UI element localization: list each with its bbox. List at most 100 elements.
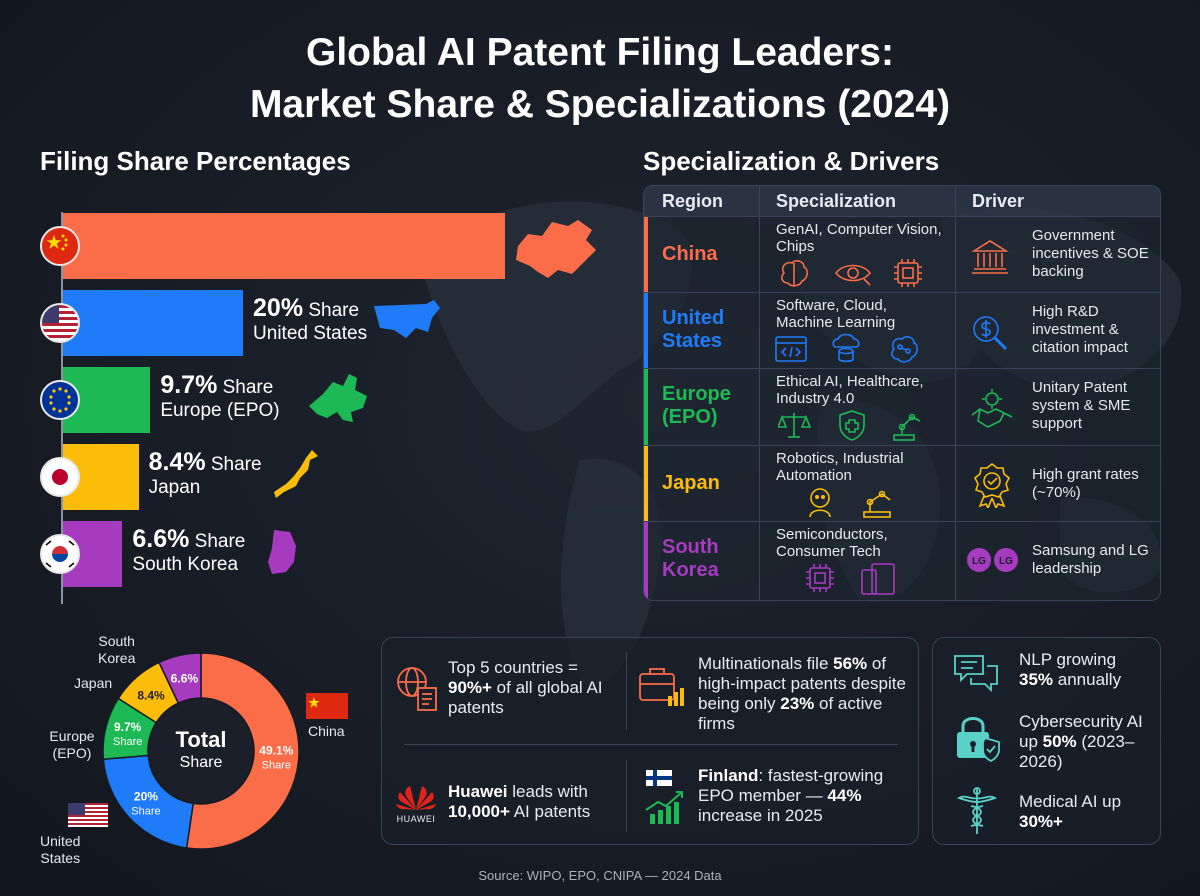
spec-text: Software, Cloud, Machine Learning bbox=[776, 297, 896, 331]
header-specialization: Specialization bbox=[776, 191, 897, 211]
table-header-row bbox=[644, 186, 1160, 216]
devices-icon bbox=[861, 563, 895, 595]
briefcase-chart-icon bbox=[639, 668, 684, 706]
svg-text:LG: LG bbox=[972, 556, 986, 567]
row-color-bar bbox=[644, 217, 648, 293]
spec-icons bbox=[806, 563, 895, 595]
donut-outside-label: United States bbox=[40, 833, 81, 866]
trend-medical: Medical AI up 30%+ bbox=[1019, 792, 1122, 831]
huawei-logo-icon bbox=[396, 786, 436, 810]
facts-panel: Top 5 countries = 90%+ of all global AI … bbox=[381, 637, 919, 845]
finland-growth-icon bbox=[645, 770, 683, 824]
usa-small-flag-icon bbox=[68, 803, 108, 827]
government-building-icon bbox=[971, 240, 1009, 274]
donut-slice-label: 49.1% bbox=[259, 744, 293, 758]
lock-shield-icon bbox=[957, 717, 1000, 762]
fact-multinationals: Multinationals file 56% of high-impact p… bbox=[698, 654, 906, 733]
row-color-bar bbox=[644, 369, 648, 446]
spec-icons bbox=[775, 333, 918, 363]
neural-brain-icon bbox=[891, 336, 918, 363]
title-line-2: Market Share & Specializations (2024) bbox=[249, 83, 951, 126]
panel-divider bbox=[626, 760, 627, 832]
code-window-icon bbox=[775, 336, 807, 362]
bar-percent: 8.4% bbox=[148, 448, 206, 476]
japan-flag-icon bbox=[40, 457, 80, 497]
eu-flag-icon bbox=[40, 380, 80, 420]
south-korea-map-icon bbox=[268, 530, 296, 574]
china-map-icon bbox=[516, 220, 596, 278]
donut-slice-label: 20% bbox=[134, 790, 158, 804]
donut-slice-sublabel: Share bbox=[131, 806, 160, 818]
region-europe: Europe (EPO) bbox=[662, 383, 731, 428]
donut-slice-label: 6.6% bbox=[171, 671, 199, 685]
robot-arm-icon bbox=[893, 413, 921, 441]
table-row: Europe (EPO) Ethical AI, Healthcare, Ind… bbox=[644, 368, 1160, 446]
bar-value-label: 9.7% Share Europe (EPO) bbox=[160, 373, 280, 422]
cloud-database-icon bbox=[832, 333, 860, 363]
donut-slice bbox=[185, 652, 300, 850]
eye-icon bbox=[834, 264, 872, 286]
donut-outside-label: Japan bbox=[74, 675, 113, 691]
spec-text: GenAI, Computer Vision, Chips bbox=[776, 221, 942, 255]
bar-chart-title: Filing Share Percentages bbox=[40, 146, 351, 176]
bar-value-label: 20% Share United States bbox=[253, 296, 367, 345]
globe-document-icon bbox=[397, 667, 437, 711]
bar bbox=[63, 213, 505, 279]
bar-category: Europe (EPO) bbox=[160, 400, 280, 421]
column-divider bbox=[955, 186, 956, 600]
bar-category: South Korea bbox=[132, 554, 239, 575]
region-japan: Japan bbox=[662, 472, 720, 494]
trend-nlp: NLP growing 35% annually bbox=[1019, 650, 1122, 689]
chip-icon bbox=[894, 259, 922, 287]
europe-map-icon bbox=[309, 374, 367, 422]
bar-value-label: 6.6% Share South Korea bbox=[132, 525, 246, 576]
bar-value-label: 8.4% Share Japan bbox=[148, 448, 262, 499]
scales-icon bbox=[778, 413, 812, 438]
china-small-flag-icon bbox=[306, 693, 348, 719]
donut-outside-label: China bbox=[308, 723, 345, 739]
bar-share-word: Share bbox=[303, 300, 360, 321]
bar-percent: 6.6% bbox=[132, 525, 190, 553]
donut-outside-label: Europe (EPO) bbox=[49, 728, 95, 761]
spec-text: Ethical AI, Healthcare, Industry 4.0 bbox=[776, 373, 924, 407]
driver-text: Unitary Patent system & SME support bbox=[1032, 379, 1131, 432]
donut-slice-sublabel: Share bbox=[113, 736, 142, 748]
dollar-search-icon bbox=[973, 316, 1008, 351]
driver-text: Samsung and LG leadership bbox=[1032, 542, 1149, 577]
panel-divider bbox=[404, 744, 898, 745]
china-flag-icon bbox=[40, 226, 80, 266]
robot-arm-icon bbox=[863, 490, 891, 518]
table-row: China GenAI, Computer Vision, Chips Gove… bbox=[644, 216, 1160, 293]
japan-map-icon bbox=[274, 450, 318, 498]
region-south-korea: South Korea bbox=[662, 536, 719, 581]
region-china: China bbox=[662, 243, 718, 265]
bar-share-word: Share bbox=[189, 531, 246, 552]
trends-panel: NLP growing 35% annually Cybersecurity AI… bbox=[932, 637, 1161, 845]
row-color-bar bbox=[644, 446, 648, 522]
huawei-wordmark: HUAWEI bbox=[396, 814, 436, 824]
bar-share-word: Share bbox=[217, 377, 274, 398]
table-row: South Korea Semiconductors, Consumer Tec… bbox=[644, 521, 1160, 600]
bar-category: Japan bbox=[148, 477, 201, 498]
bar-share-word: Share bbox=[205, 454, 262, 475]
donut-chart: 49.1% Share 20% Share 9.7% Share 8.4% 6.6% bbox=[102, 652, 300, 850]
row-color-bar bbox=[644, 522, 648, 600]
region-united-states: United States bbox=[662, 307, 725, 352]
lg-logo-icon: LG LG bbox=[967, 548, 1018, 572]
driver-text: High grant rates (~70%) bbox=[1032, 466, 1139, 501]
bar bbox=[63, 290, 244, 356]
caduceus-icon bbox=[957, 787, 997, 834]
driver-text: High R&D investment & citation impact bbox=[1032, 303, 1128, 356]
donut-outside-label: South Korea bbox=[98, 633, 136, 666]
usa-map-icon bbox=[374, 300, 440, 338]
award-badge-icon bbox=[973, 462, 1011, 508]
donut-hole bbox=[149, 699, 253, 803]
brain-icon bbox=[781, 260, 808, 287]
header-driver: Driver bbox=[972, 191, 1025, 211]
table-row: Japan Robotics, Industrial Automation Hi… bbox=[644, 445, 1160, 522]
spec-icons bbox=[781, 259, 922, 287]
fact-huawei: Huawei leads with 10,000+ AI patents bbox=[448, 782, 591, 821]
spec-icons bbox=[809, 488, 891, 518]
